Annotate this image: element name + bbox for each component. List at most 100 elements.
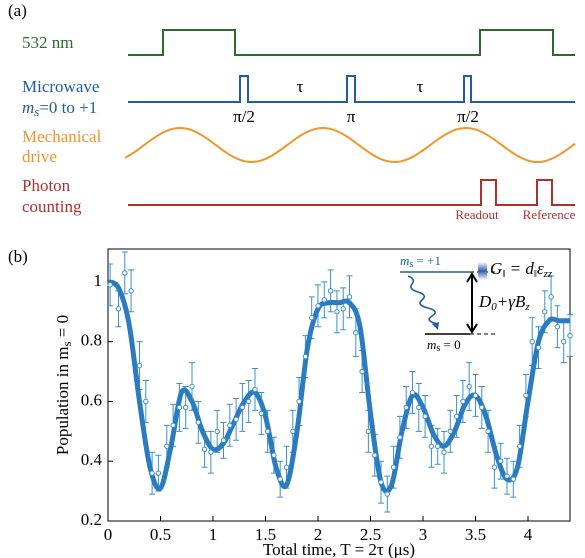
text: zz <box>543 268 553 280</box>
text: s <box>34 104 39 119</box>
data-point <box>227 422 233 429</box>
reference-label: Reference <box>523 207 576 222</box>
data-point <box>107 282 113 288</box>
data-point <box>384 491 390 497</box>
mechanical-trace <box>124 126 576 164</box>
data-point <box>296 398 302 405</box>
data-point <box>441 449 447 455</box>
data-point <box>258 410 264 417</box>
text: D <box>478 292 492 311</box>
data-point <box>390 464 397 470</box>
photon-label: Photon <box>22 176 71 195</box>
data-point <box>466 383 472 390</box>
data-point <box>277 476 283 482</box>
text: m <box>427 337 436 352</box>
text: = d <box>505 259 534 278</box>
pulse-label: τ <box>297 77 304 96</box>
data-point <box>567 332 573 339</box>
data-point <box>183 404 189 411</box>
data-point <box>504 473 510 479</box>
text: = +1 <box>413 253 441 268</box>
data-point <box>542 309 548 315</box>
x-tick-label: 3 <box>419 525 428 544</box>
data-point <box>523 392 529 399</box>
microwave-trace <box>128 75 575 103</box>
y-tick-label: 0.4 <box>81 450 103 469</box>
x-axis-label: Total time, T = 2τ (μs) <box>263 540 415 558</box>
laser-label: 532 nm <box>22 33 73 52</box>
y-tick-label: 0.6 <box>81 390 102 409</box>
level-label: ms = 0 <box>427 337 461 354</box>
x-tick-label: 2.5 <box>360 525 381 544</box>
coupling-label: G‖ = d‖εzz <box>490 259 553 280</box>
pulse-label: π/2 <box>233 107 255 126</box>
text: ‖ <box>534 268 537 280</box>
x-tick-label: 1 <box>209 525 218 544</box>
data-point <box>128 288 134 294</box>
photon-trace <box>128 179 575 206</box>
text: m <box>22 98 34 117</box>
pulse-label: π/2 <box>457 107 479 126</box>
data-point <box>498 458 504 464</box>
data-point <box>170 422 176 429</box>
data-point <box>189 383 195 390</box>
data-point <box>529 338 535 345</box>
data-point <box>115 306 122 312</box>
data-point <box>548 294 554 300</box>
data-point <box>491 464 498 470</box>
data-point <box>214 428 220 435</box>
level-label: ms = +1 <box>400 253 441 270</box>
data-point <box>327 288 334 294</box>
data-point <box>283 464 290 470</box>
data-point <box>155 470 162 476</box>
laser-trace <box>128 29 575 56</box>
mechanical-label: drive <box>22 147 57 166</box>
data-point <box>472 392 479 399</box>
panel-label: (a) <box>8 1 27 20</box>
data-point <box>122 270 128 276</box>
data-point <box>302 353 309 360</box>
x-tick-label: 0.5 <box>150 525 171 544</box>
data-point <box>271 452 277 458</box>
splitting-label: D0+γBz <box>478 292 530 313</box>
text: = 0 <box>53 315 72 342</box>
data-point <box>378 479 384 485</box>
data-point <box>435 443 441 449</box>
data-point <box>397 434 403 441</box>
data-point <box>479 404 485 411</box>
panel-label: (b) <box>8 247 28 266</box>
data-point <box>252 386 258 393</box>
data-point <box>516 443 523 449</box>
fit-line <box>106 279 570 494</box>
x-tick-label: 3.5 <box>465 525 486 544</box>
data-point <box>416 404 422 411</box>
microwave-label: Microwave <box>22 77 99 96</box>
data-point <box>372 452 378 458</box>
y-axis-label: Population in ms = 0 <box>53 315 74 455</box>
x-tick-label: 4 <box>524 525 533 544</box>
data-point <box>346 294 353 300</box>
data-point <box>149 470 155 476</box>
data-point <box>359 368 365 375</box>
text: m <box>400 253 409 268</box>
data-point <box>164 443 170 449</box>
text: +γB <box>497 292 526 311</box>
data-point <box>403 404 409 411</box>
y-tick-label: 0.2 <box>81 510 102 529</box>
data-point <box>510 476 516 482</box>
text: ‖ <box>502 268 505 280</box>
text: z <box>524 301 530 313</box>
data-point <box>195 419 202 426</box>
text: s <box>59 341 74 346</box>
data-point <box>290 428 296 435</box>
data-point <box>447 428 453 435</box>
strain-icon <box>478 262 487 280</box>
arrow <box>466 272 478 334</box>
mechanical-label: Mechanical <box>22 127 102 146</box>
data-point <box>561 338 567 345</box>
data-point <box>220 437 227 443</box>
x-tick-label: 0 <box>104 525 113 544</box>
plot-area <box>106 251 573 522</box>
data-point <box>428 443 435 449</box>
data-point <box>554 324 561 330</box>
